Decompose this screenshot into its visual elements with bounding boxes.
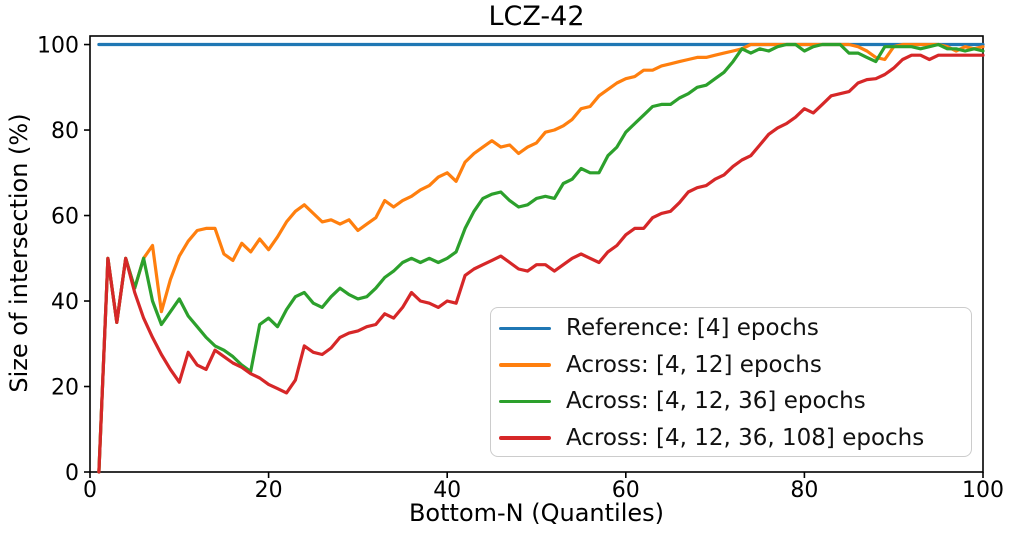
series-line-2 <box>97 42 985 474</box>
legend-item-across-4: Across: [4, 12, 36, 108] epochs <box>499 420 971 457</box>
chart-title: LCZ-42 <box>488 1 585 32</box>
legend-item-reference: Reference: [4] epochs <box>499 310 971 347</box>
x-tick-label: 100 <box>962 478 1004 503</box>
y-tick-label: 40 <box>51 290 79 315</box>
x-tick-label: 20 <box>255 478 283 503</box>
y-tick-label: 0 <box>65 461 79 486</box>
x-axis-label: Bottom-N (Quantiles) <box>408 499 665 527</box>
x-tick-label: 40 <box>433 478 461 503</box>
legend-line-sample-across-2 <box>499 363 551 367</box>
legend-line-sample-reference <box>499 326 551 330</box>
x-tick-label: 0 <box>83 478 97 503</box>
y-tick-label: 100 <box>37 34 79 59</box>
series-line-3 <box>97 53 985 474</box>
legend-label: Across: [4, 12, 36] epochs <box>566 388 866 415</box>
legend-label: Across: [4, 12, 36, 108] epochs <box>566 424 925 451</box>
legend: Reference: [4] epochs Across: [4, 12] ep… <box>490 307 972 457</box>
legend-label: Across: [4, 12] epochs <box>566 351 822 378</box>
x-tick-label: 80 <box>790 478 818 503</box>
y-tick-label: 80 <box>51 119 79 144</box>
legend-label: Reference: [4] epochs <box>566 315 819 342</box>
legend-item-across-3: Across: [4, 12, 36] epochs <box>499 383 971 420</box>
legend-item-across-2: Across: [4, 12] epochs <box>499 347 971 384</box>
y-tick-label: 60 <box>51 205 79 230</box>
y-tick-label: 20 <box>51 376 79 401</box>
legend-line-sample-across-4 <box>499 436 551 440</box>
legend-line-sample-across-3 <box>499 399 551 403</box>
x-tick-label: 60 <box>612 478 640 503</box>
plot-frame <box>89 35 984 473</box>
